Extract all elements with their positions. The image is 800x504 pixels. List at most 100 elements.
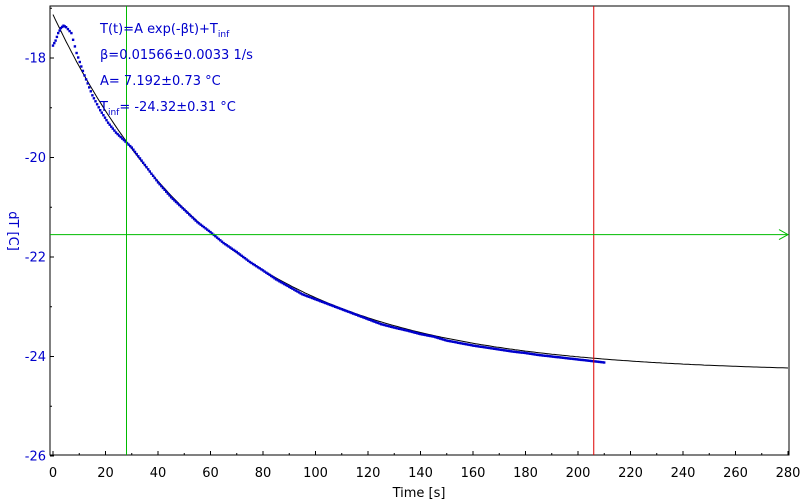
data-point [575, 358, 578, 361]
data-point [506, 349, 509, 352]
data-point [343, 309, 347, 312]
data-point [532, 353, 535, 356]
marker-lines-group[interactable] [50, 6, 790, 455]
data-point [586, 359, 589, 362]
data-point [111, 127, 114, 130]
data-point [238, 253, 242, 256]
data-point [53, 41, 56, 45]
data-point [409, 330, 412, 333]
data-point [265, 271, 268, 274]
data-point [283, 282, 286, 286]
data-point [57, 31, 60, 35]
data-point [178, 203, 181, 207]
data-point [233, 249, 237, 253]
data-point [189, 214, 192, 218]
data-point [462, 342, 465, 345]
x-tick-label: 160 [461, 466, 486, 481]
data-point [135, 152, 138, 156]
data-point [279, 281, 283, 284]
data-point [220, 240, 224, 243]
data-point [224, 243, 227, 246]
x-tick-label: 40 [150, 466, 167, 481]
data-point [304, 294, 307, 297]
data-point [470, 344, 473, 347]
data-point [227, 245, 230, 248]
data-point [504, 349, 507, 352]
y-tick-label: -22 [25, 251, 46, 266]
data-point [517, 351, 521, 354]
data-point [360, 315, 363, 318]
data-point [54, 39, 57, 42]
data-point [521, 351, 524, 354]
data-point [217, 237, 220, 241]
data-point [329, 303, 332, 307]
data-point [499, 348, 503, 351]
data-point [550, 355, 553, 358]
data-point [97, 106, 100, 109]
data-point [289, 286, 293, 289]
data-point [199, 223, 202, 226]
data-point [458, 341, 462, 345]
data-point [55, 35, 59, 39]
data-point [89, 90, 92, 93]
data-point [503, 349, 506, 352]
data-point [153, 176, 156, 180]
data-point [319, 300, 322, 303]
data-point [240, 254, 243, 257]
annotation-amplitude: A= 7.192±0.73 °C [100, 74, 221, 89]
data-point [94, 100, 97, 103]
data-point [108, 123, 111, 126]
data-point [86, 82, 89, 85]
data-point [291, 287, 294, 290]
data-point [210, 232, 214, 235]
data-point [105, 119, 108, 122]
data-point [493, 347, 496, 350]
data-point [325, 302, 329, 305]
data-point [88, 86, 91, 89]
data-point [580, 358, 583, 362]
data-point [219, 239, 222, 242]
data-point [560, 356, 563, 359]
data-point [103, 116, 107, 119]
data-point [70, 31, 73, 35]
data-point [73, 45, 77, 48]
data-point [419, 332, 422, 336]
data-point [270, 274, 273, 278]
plot-frame [49, 5, 790, 456]
data-point [197, 222, 201, 225]
data-point [357, 314, 360, 317]
data-point [422, 333, 425, 336]
data-point [148, 170, 151, 173]
data-point [545, 354, 548, 358]
data-point [232, 248, 235, 251]
data-point [130, 146, 133, 149]
x-tick-label: 0 [49, 466, 57, 481]
data-point [58, 29, 61, 32]
data-point [345, 309, 348, 313]
data-point [416, 332, 419, 335]
data-point [75, 51, 78, 55]
data-point [350, 311, 353, 315]
data-point [188, 213, 191, 216]
data-point [113, 129, 116, 132]
data-point [427, 334, 430, 337]
data-point [352, 312, 355, 315]
data-point [102, 114, 105, 117]
data-point [383, 323, 386, 327]
annotation-beta: β=0.01566±0.0033 1/s [100, 48, 253, 63]
data-point [457, 341, 460, 344]
data-point [173, 199, 176, 202]
data-point [527, 352, 530, 355]
data-point [573, 357, 576, 361]
data-point [315, 298, 319, 302]
data-point [540, 354, 544, 357]
data-point [147, 168, 150, 171]
data-point [143, 163, 147, 167]
data-point [237, 252, 240, 255]
data-point [194, 219, 197, 222]
data-point [171, 197, 174, 201]
annotation-formula: T(t)=A exp(-βt)+Tinf [99, 22, 230, 40]
data-point [121, 137, 124, 140]
data-point [307, 295, 311, 298]
data-point [565, 357, 568, 360]
